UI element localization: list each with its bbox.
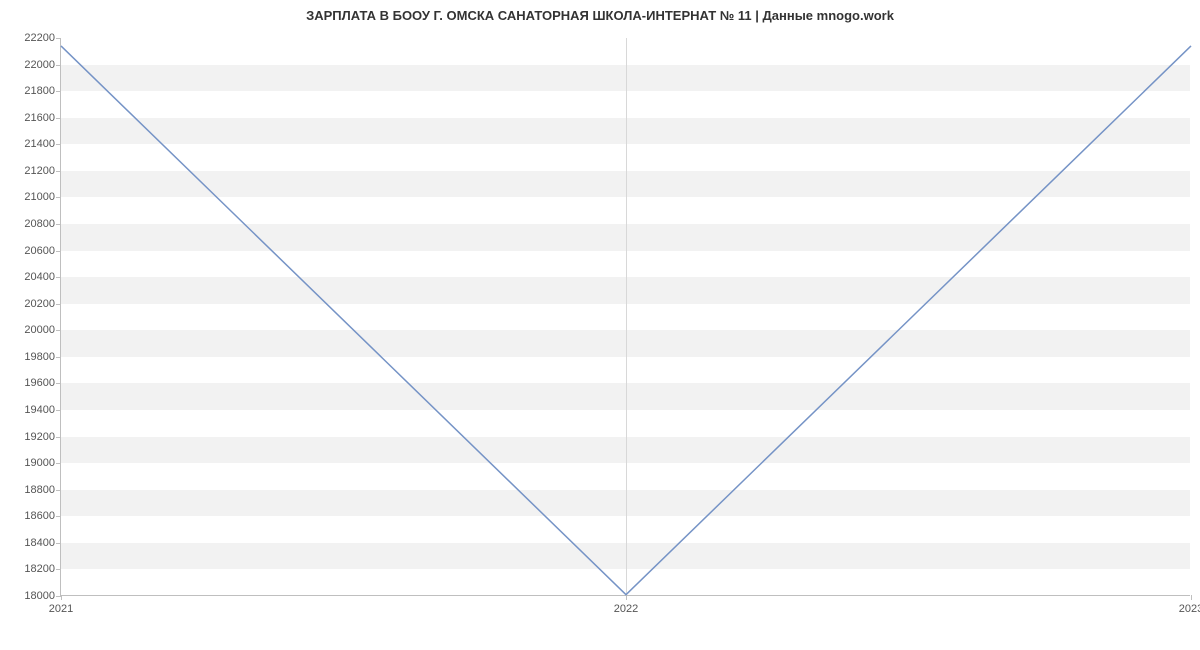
y-tick-label: 19600	[24, 377, 55, 389]
y-tick-label: 18200	[24, 563, 55, 575]
y-tick-label: 21000	[24, 191, 55, 203]
y-tick-label: 18400	[24, 537, 55, 549]
x-tick-label: 2023	[1179, 603, 1200, 615]
y-tick-label: 19200	[24, 431, 55, 443]
chart-container: ЗАРПЛАТА В БООУ Г. ОМСКА САНАТОРНАЯ ШКОЛ…	[0, 0, 1200, 650]
y-tick-label: 18000	[24, 590, 55, 602]
y-tick-label: 21800	[24, 85, 55, 97]
y-tick-label: 18800	[24, 484, 55, 496]
series-line-salary	[61, 46, 1191, 595]
y-tick-label: 19000	[24, 457, 55, 469]
line-layer	[61, 38, 1191, 596]
y-tick-label: 20800	[24, 218, 55, 230]
y-tick-label: 20200	[24, 298, 55, 310]
y-tick-label: 19400	[24, 404, 55, 416]
y-tick-label: 21200	[24, 165, 55, 177]
y-tick-label: 21400	[24, 138, 55, 150]
y-tick-label: 22000	[24, 59, 55, 71]
y-tick-label: 20400	[24, 271, 55, 283]
y-tick-label: 21600	[24, 112, 55, 124]
y-tick-label: 22200	[24, 32, 55, 44]
y-tick-label: 19800	[24, 351, 55, 363]
x-tick-label: 2022	[614, 603, 638, 615]
x-tick-label: 2021	[49, 603, 73, 615]
y-tick-label: 20600	[24, 245, 55, 257]
y-tick-label: 20000	[24, 324, 55, 336]
chart-title: ЗАРПЛАТА В БООУ Г. ОМСКА САНАТОРНАЯ ШКОЛ…	[0, 8, 1200, 23]
x-tick-mark	[1191, 595, 1192, 600]
y-tick-label: 18600	[24, 510, 55, 522]
plot-area: 1800018200184001860018800190001920019400…	[60, 38, 1190, 596]
